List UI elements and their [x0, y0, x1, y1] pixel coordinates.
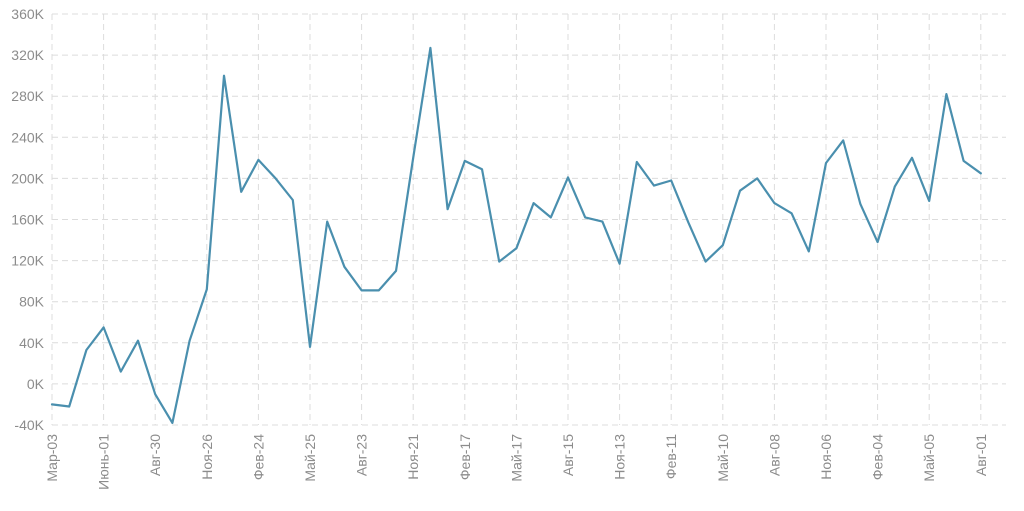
data-point	[824, 161, 828, 165]
data-point	[360, 288, 364, 292]
data-point	[136, 339, 140, 343]
x-tick-label: Ноя-21	[405, 434, 421, 480]
x-tick-label: Авг-30	[147, 434, 163, 476]
x-tick-label: Фев-04	[870, 434, 886, 480]
x-tick-label: Фев-11	[663, 434, 679, 479]
data-point	[944, 92, 948, 96]
data-point	[583, 215, 587, 219]
data-point	[738, 189, 742, 193]
data-point	[256, 158, 260, 162]
data-point	[222, 74, 226, 78]
data-point	[618, 262, 622, 266]
data-point	[858, 202, 862, 206]
data-point	[274, 176, 278, 180]
y-tick-label: 360K	[11, 6, 44, 22]
data-point	[704, 260, 708, 264]
data-point	[893, 185, 897, 189]
data-point	[170, 421, 174, 425]
x-tick-label: Авг-08	[766, 434, 782, 476]
data-point	[119, 370, 123, 374]
data-point	[532, 201, 536, 205]
data-point	[979, 171, 983, 175]
data-point	[807, 249, 811, 253]
y-tick-label: 120K	[11, 253, 44, 269]
y-tick-label: 240K	[11, 129, 44, 145]
data-point	[50, 402, 54, 406]
data-point	[394, 269, 398, 273]
data-point	[463, 159, 467, 163]
x-tick-label: Июнь-01	[96, 434, 112, 490]
x-tick-label: Ноя-26	[199, 434, 215, 480]
y-gridlines	[52, 13, 1006, 426]
data-point	[239, 190, 243, 194]
data-point	[188, 339, 192, 343]
x-axis: Мар-03 Июнь-01 Авг-30 Ноя-26 Фев-24 Май-25 Авг…	[44, 434, 989, 490]
x-tick-label: Мар-03	[44, 434, 60, 482]
y-tick-label: 160K	[11, 212, 44, 228]
data-point	[755, 176, 759, 180]
data-point	[549, 215, 553, 219]
data-point	[669, 178, 673, 182]
data-point	[927, 199, 931, 203]
data-point	[514, 246, 518, 250]
data-point	[910, 156, 914, 160]
x-tick-label: Май-17	[508, 434, 524, 482]
x-tick-label: Авг-23	[354, 434, 370, 476]
data-point	[962, 159, 966, 163]
data-point	[308, 345, 312, 349]
data-point	[342, 265, 346, 269]
data-point	[291, 198, 295, 202]
data-point	[411, 156, 415, 160]
y-tick-label: 280K	[11, 88, 44, 104]
data-point	[566, 175, 570, 179]
data-point	[790, 211, 794, 215]
series-line	[50, 46, 982, 424]
x-tick-label: Май-25	[302, 434, 318, 482]
x-tick-label: Авг-01	[973, 434, 989, 476]
data-point	[876, 240, 880, 244]
data-point	[480, 167, 484, 171]
y-tick-label: 80K	[19, 294, 45, 310]
x-tick-label: Авг-15	[560, 434, 576, 476]
data-point	[446, 207, 450, 211]
data-point	[772, 201, 776, 205]
x-tick-label: Май-05	[921, 434, 937, 482]
data-point	[67, 405, 71, 409]
data-point	[686, 221, 690, 225]
data-point	[377, 288, 381, 292]
y-tick-label: 40K	[19, 335, 45, 351]
data-point	[102, 325, 106, 329]
data-point	[153, 392, 157, 396]
data-point	[652, 184, 656, 188]
data-point	[325, 220, 329, 224]
series-group	[50, 46, 983, 425]
x-tick-label: Май-10	[715, 434, 731, 482]
y-tick-label: 0K	[27, 376, 45, 392]
x-tick-label: Фев-17	[457, 434, 473, 480]
x-tick-label: Ноя-06	[818, 434, 834, 480]
y-tick-label: 200K	[11, 170, 44, 186]
data-point	[721, 243, 725, 247]
data-point	[600, 220, 604, 224]
data-point	[428, 46, 432, 50]
y-tick-label: -40K	[14, 417, 44, 433]
data-point	[497, 260, 501, 264]
data-point	[84, 348, 88, 352]
y-axis: -40K 0K 40K 80K 120K 160K 200K 240K 280K 320K 360K	[11, 6, 44, 433]
data-point	[635, 160, 639, 164]
y-tick-label: 320K	[11, 47, 44, 63]
data-point	[205, 287, 209, 291]
x-tick-label: Фев-24	[250, 434, 266, 480]
x-tick-label: Ноя-13	[612, 434, 628, 480]
data-point	[841, 138, 845, 142]
